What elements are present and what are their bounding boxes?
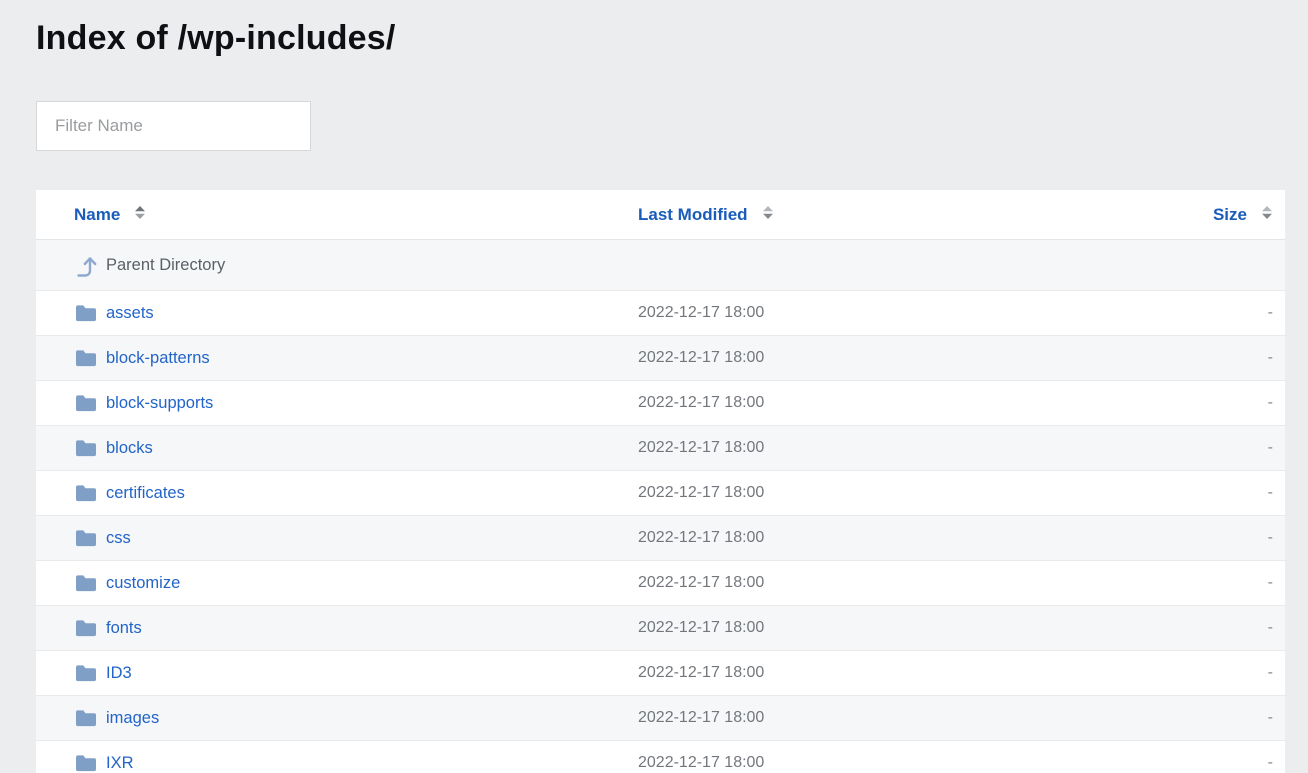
header-size-label[interactable]: Size (1212, 204, 1247, 224)
last-modified-value: 2022-12-17 18:00 (638, 484, 765, 501)
directory-row[interactable]: certificates 2022-12-17 18:00 - (36, 470, 1285, 515)
filter-container (36, 101, 1285, 151)
directory-link[interactable]: certificates (106, 483, 185, 502)
directory-row[interactable]: block-patterns 2022-12-17 18:00 - (36, 335, 1285, 380)
folder-icon (74, 573, 98, 593)
directory-link[interactable]: block-supports (106, 393, 214, 412)
header-modified-label[interactable]: Last Modified (638, 204, 748, 224)
table-body: Parent Directory assets 2022-12-17 18:00… (36, 240, 1285, 773)
size-value: - (1267, 394, 1273, 411)
size-value: - (1267, 529, 1273, 546)
directory-table: Name Last Modified Size (36, 190, 1285, 773)
directory-link[interactable]: fonts (106, 618, 142, 637)
directory-row[interactable]: fonts 2022-12-17 18:00 - (36, 605, 1285, 650)
size-value: - (1267, 349, 1273, 366)
sort-arrows-icon[interactable] (134, 205, 146, 225)
last-modified-value: 2022-12-17 18:00 (638, 394, 765, 411)
folder-icon (74, 483, 98, 503)
directory-row[interactable]: block-supports 2022-12-17 18:00 - (36, 380, 1285, 425)
header-name-cell[interactable]: Name (36, 205, 638, 225)
size-value: - (1267, 439, 1273, 456)
folder-icon (74, 528, 98, 548)
size-value: - (1267, 574, 1273, 591)
size-value: - (1267, 754, 1273, 771)
header-size-cell[interactable]: Size (1145, 205, 1285, 225)
size-value: - (1267, 664, 1273, 681)
parent-directory-row[interactable]: Parent Directory (36, 240, 1285, 290)
size-value: - (1267, 484, 1273, 501)
last-modified-value: 2022-12-17 18:00 (638, 439, 765, 456)
last-modified-value: 2022-12-17 18:00 (638, 304, 765, 321)
last-modified-value: 2022-12-17 18:00 (638, 754, 765, 771)
folder-icon (74, 708, 98, 728)
directory-row[interactable]: customize 2022-12-17 18:00 - (36, 560, 1285, 605)
directory-link[interactable]: block-patterns (106, 348, 210, 367)
directory-row[interactable]: css 2022-12-17 18:00 - (36, 515, 1285, 560)
size-value: - (1267, 304, 1273, 321)
sort-arrows-icon[interactable] (1261, 205, 1273, 225)
size-value: - (1267, 709, 1273, 726)
folder-icon (74, 753, 98, 773)
folder-icon (74, 393, 98, 413)
directory-row[interactable]: ID3 2022-12-17 18:00 - (36, 650, 1285, 695)
folder-icon (74, 663, 98, 683)
directory-row[interactable]: assets 2022-12-17 18:00 - (36, 290, 1285, 335)
directory-row[interactable]: IXR 2022-12-17 18:00 - (36, 740, 1285, 773)
folder-icon (74, 348, 98, 368)
size-value: - (1267, 619, 1273, 636)
header-name-label[interactable]: Name (74, 204, 121, 224)
directory-link[interactable]: images (106, 708, 160, 727)
page-title: Index of /wp-includes/ (36, 19, 396, 57)
last-modified-value: 2022-12-17 18:00 (638, 664, 765, 681)
directory-link[interactable]: customize (106, 573, 181, 592)
header-modified-cell[interactable]: Last Modified (638, 205, 1145, 225)
sort-arrows-icon[interactable] (762, 205, 774, 225)
folder-icon (74, 618, 98, 638)
last-modified-value: 2022-12-17 18:00 (638, 349, 765, 366)
folder-icon (74, 438, 98, 458)
table-header-row: Name Last Modified Size (36, 190, 1285, 240)
directory-link[interactable]: IXR (106, 753, 134, 772)
last-modified-value: 2022-12-17 18:00 (638, 619, 765, 636)
last-modified-value: 2022-12-17 18:00 (638, 709, 765, 726)
directory-row[interactable]: blocks 2022-12-17 18:00 - (36, 425, 1285, 470)
folder-icon (74, 303, 98, 323)
filter-name-input[interactable] (36, 101, 311, 151)
directory-link[interactable]: assets (106, 303, 154, 322)
directory-link[interactable]: blocks (106, 438, 153, 457)
level-up-arrow-icon (74, 255, 98, 277)
directory-link[interactable]: css (106, 528, 131, 547)
directory-link[interactable]: ID3 (106, 663, 132, 682)
last-modified-value: 2022-12-17 18:00 (638, 574, 765, 591)
directory-row[interactable]: images 2022-12-17 18:00 - (36, 695, 1285, 740)
last-modified-value: 2022-12-17 18:00 (638, 529, 765, 546)
parent-directory-link[interactable]: Parent Directory (106, 255, 226, 274)
